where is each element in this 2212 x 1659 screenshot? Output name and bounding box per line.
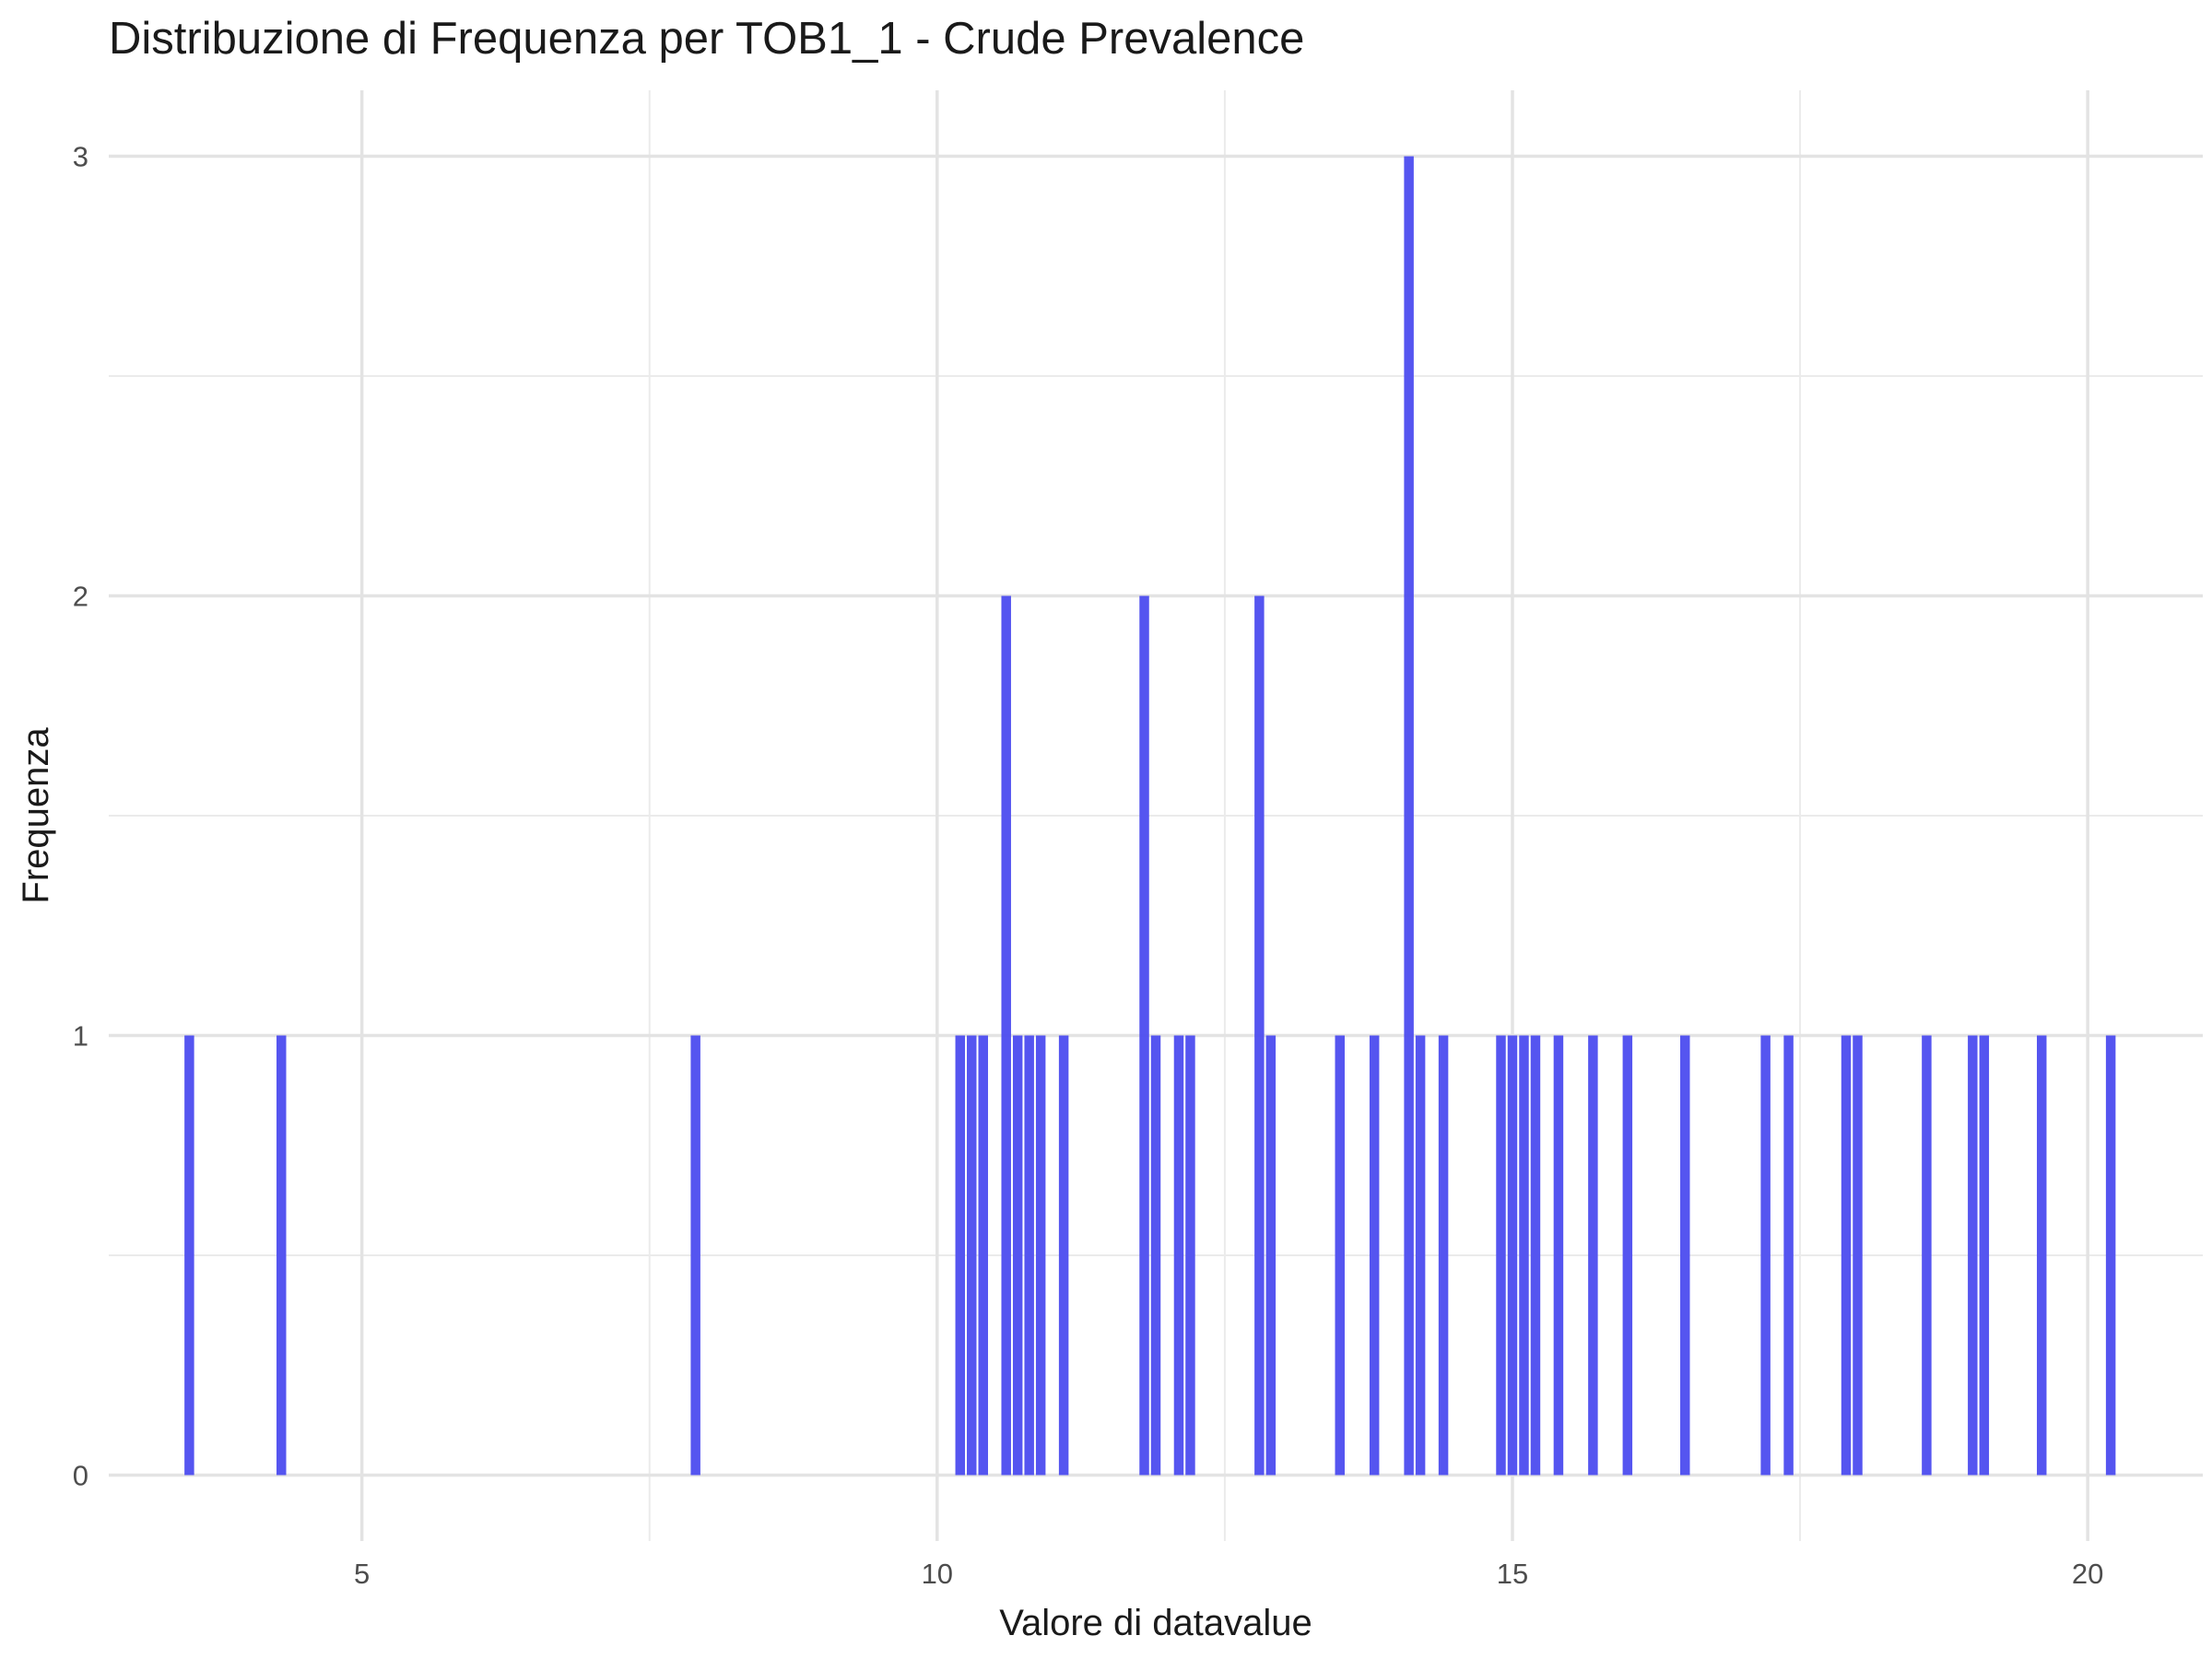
y-tick-label: 3 bbox=[73, 141, 88, 173]
histogram-bar bbox=[1922, 1035, 1932, 1476]
y-axis-tick-labels: 0 1 2 3 bbox=[73, 141, 88, 1492]
x-tick-label: 10 bbox=[922, 1558, 953, 1590]
histogram-bar bbox=[1507, 1035, 1518, 1476]
histogram-bar bbox=[1012, 1035, 1023, 1476]
y-tick-label: 0 bbox=[73, 1459, 88, 1491]
histogram-bar bbox=[1783, 1035, 1794, 1476]
histogram-bar bbox=[1553, 1035, 1564, 1476]
histogram-bar bbox=[1369, 1035, 1380, 1476]
histogram-bar bbox=[1841, 1035, 1852, 1476]
y-tick-label: 1 bbox=[73, 1019, 88, 1052]
histogram-bar bbox=[1265, 1035, 1277, 1476]
histogram-bar bbox=[184, 1035, 194, 1476]
chart-title: Distribuzione di Frequenza per TOB1_1 - … bbox=[109, 14, 1305, 64]
x-axis-tick-labels: 5 10 15 20 bbox=[354, 1558, 2103, 1590]
x-tick-label: 20 bbox=[2072, 1558, 2103, 1590]
histogram-bar bbox=[1185, 1035, 1195, 1476]
histogram-bar bbox=[1968, 1035, 1978, 1476]
histogram-bar bbox=[1588, 1035, 1598, 1476]
histogram-bar bbox=[1254, 595, 1265, 1476]
histogram-bar bbox=[1438, 1035, 1449, 1476]
histogram-bar bbox=[1001, 595, 1011, 1476]
histogram-bar bbox=[1979, 1035, 1990, 1476]
histogram-bar bbox=[1415, 1035, 1426, 1476]
histogram-bar bbox=[1519, 1035, 1529, 1476]
histogram-bar bbox=[1058, 1035, 1069, 1476]
histogram-bar bbox=[276, 1035, 287, 1476]
histogram-bar bbox=[1622, 1035, 1633, 1476]
histogram-bar bbox=[690, 1035, 700, 1476]
histogram-bar bbox=[978, 1035, 988, 1476]
histogram-bar bbox=[1760, 1035, 1771, 1476]
histogram-bar bbox=[967, 1035, 977, 1476]
histogram-bar bbox=[1173, 1035, 1184, 1476]
histogram-bar bbox=[1335, 1035, 1345, 1476]
histogram-bar bbox=[1530, 1035, 1541, 1476]
histogram-bar bbox=[955, 1035, 966, 1476]
histogram-bar bbox=[2036, 1035, 2047, 1476]
histogram-bar bbox=[1150, 1035, 1161, 1476]
x-tick-label: 15 bbox=[1497, 1558, 1528, 1590]
y-tick-label: 2 bbox=[73, 581, 88, 613]
histogram-bar bbox=[1024, 1035, 1034, 1476]
histogram-bar bbox=[1853, 1035, 1863, 1476]
histogram-bar bbox=[1404, 156, 1414, 1476]
histogram-bar bbox=[1035, 1035, 1046, 1476]
histogram-bars bbox=[184, 156, 2116, 1476]
x-tick-label: 5 bbox=[354, 1558, 370, 1590]
y-axis-title: Frequenza bbox=[16, 727, 56, 904]
histogram-bar bbox=[1680, 1035, 1690, 1476]
x-axis-title: Valore di datavalue bbox=[999, 1603, 1312, 1643]
histogram-bar bbox=[2105, 1035, 2116, 1476]
histogram-bar bbox=[1496, 1035, 1506, 1476]
histogram-bar bbox=[1139, 595, 1149, 1476]
